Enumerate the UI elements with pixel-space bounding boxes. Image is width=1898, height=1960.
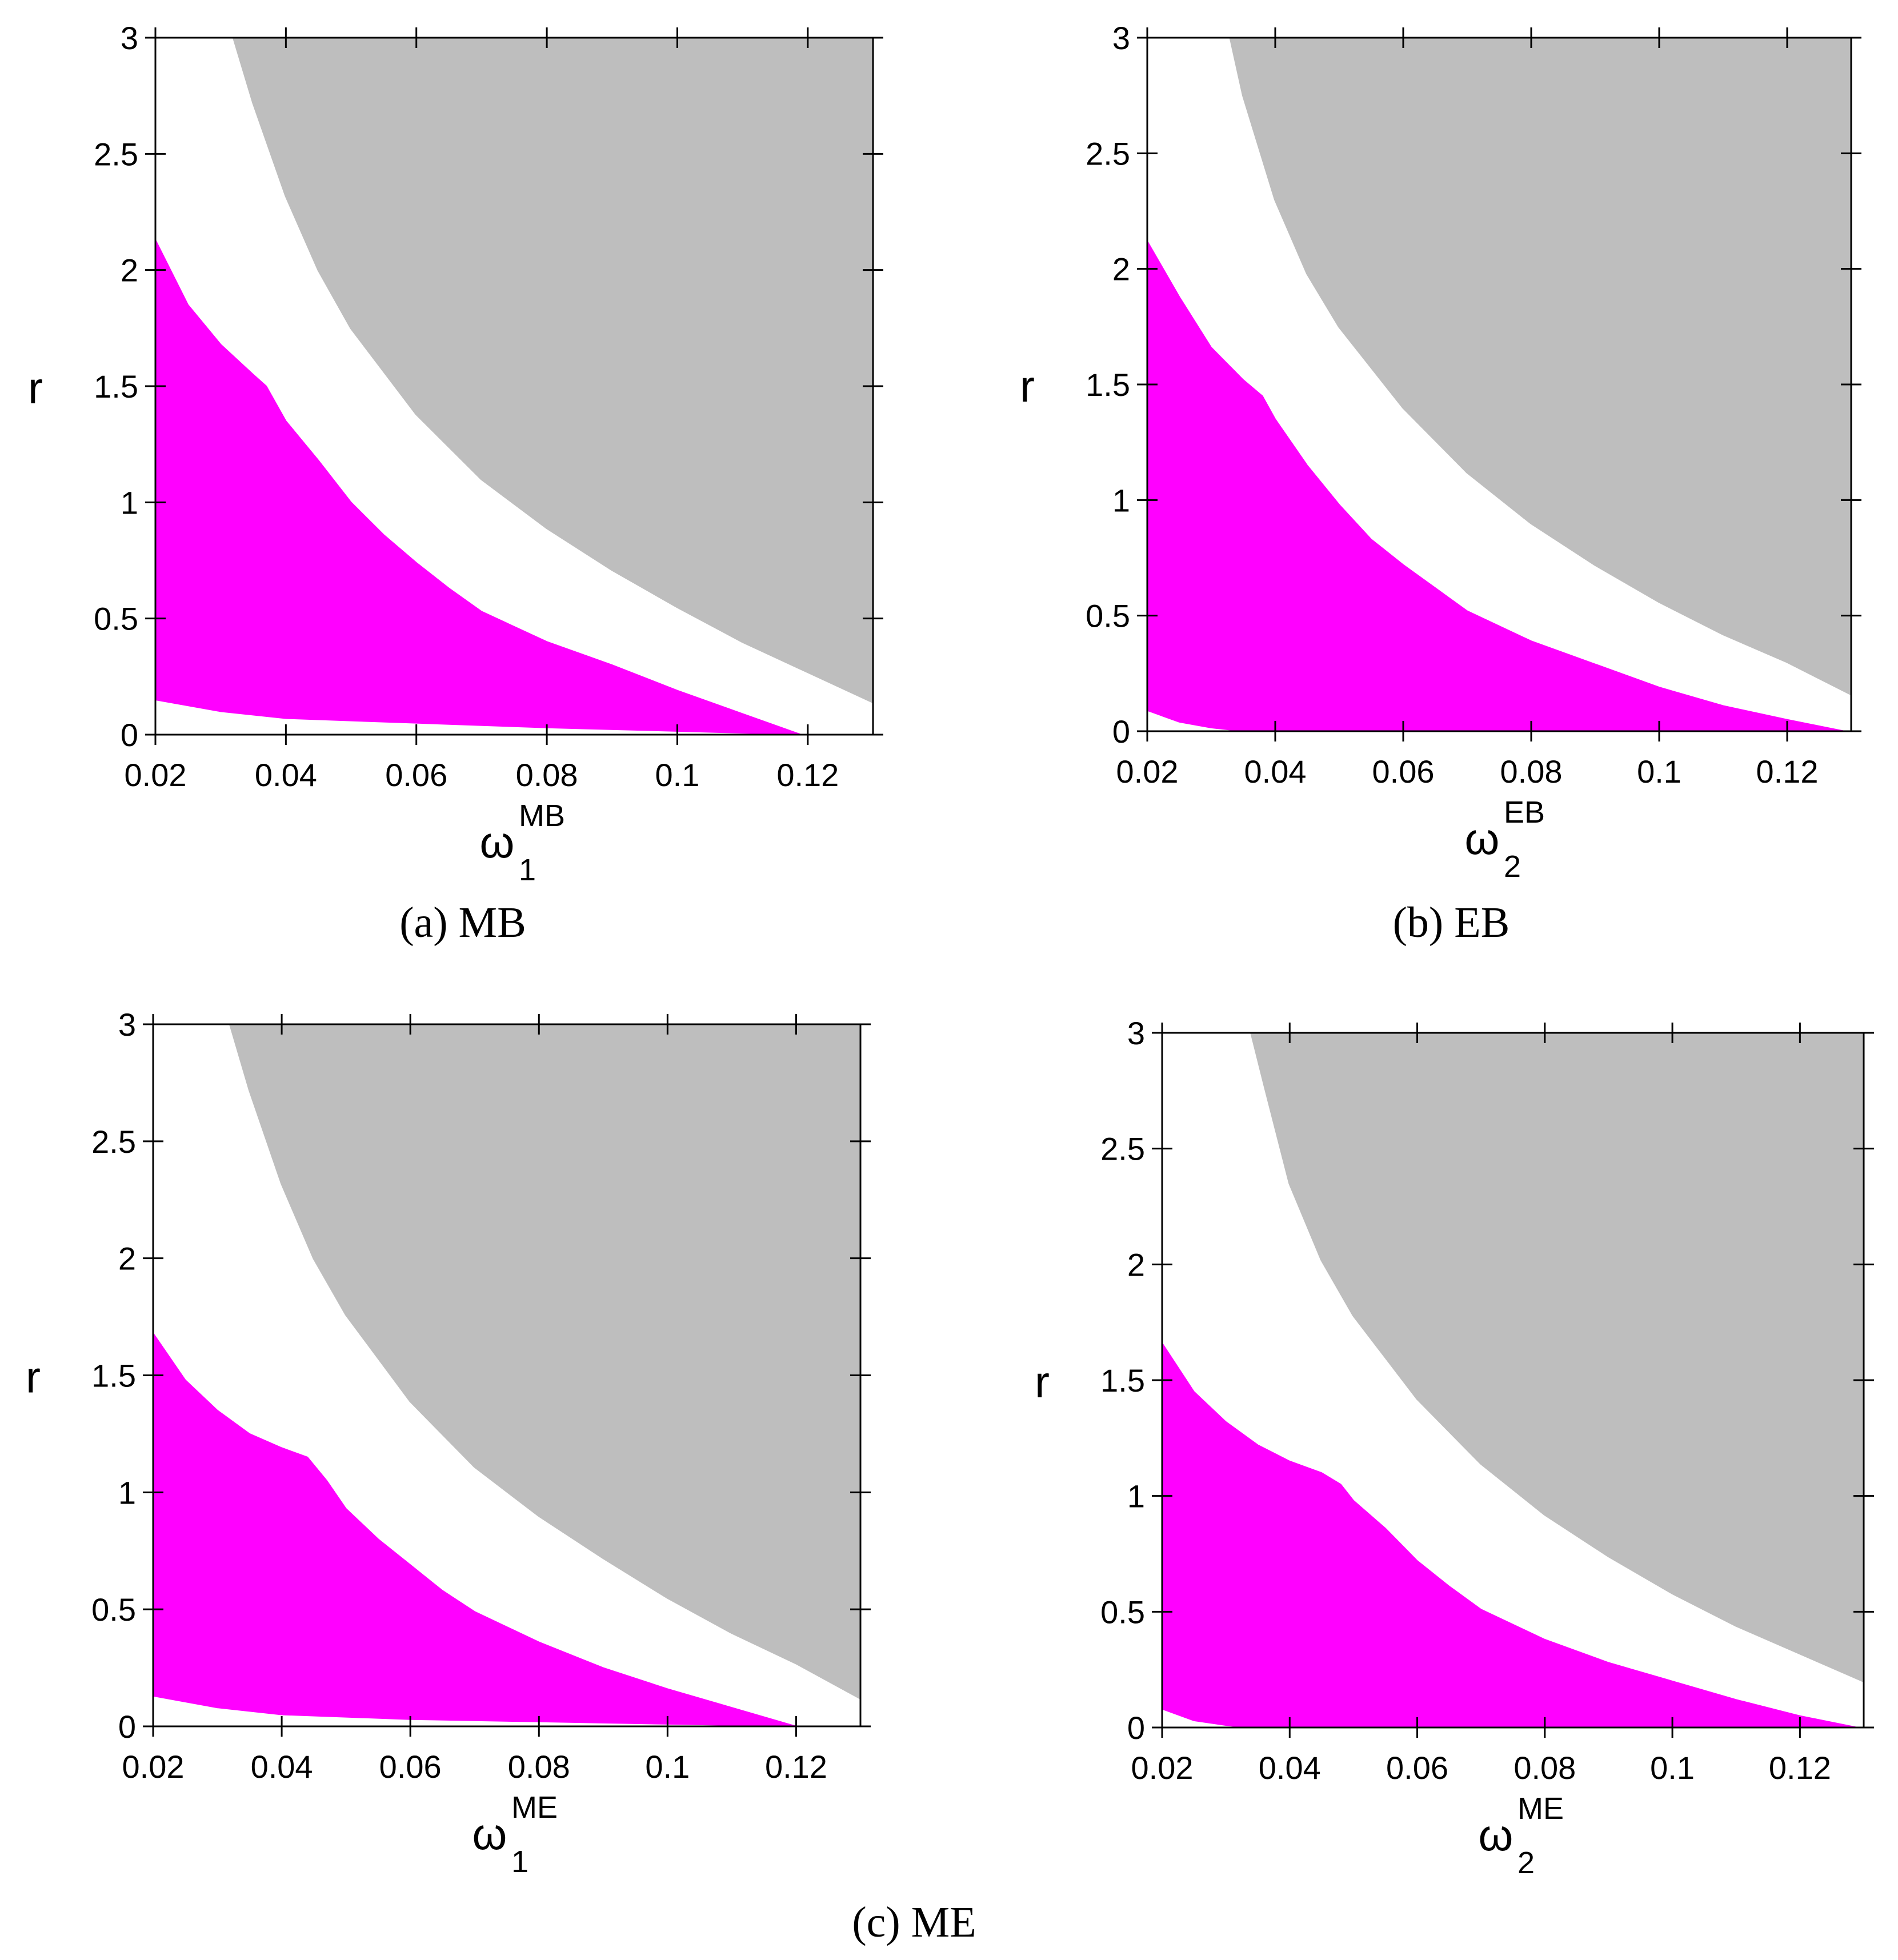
y-tick-label: 0.5 — [91, 1592, 136, 1628]
x-tick-label: 0.12 — [1769, 1750, 1831, 1786]
x-tick-label: 0.02 — [125, 757, 187, 793]
x-tick-label: 0.04 — [1244, 753, 1307, 789]
y-tick-label: 0.5 — [1100, 1594, 1145, 1630]
x-tick-label: 0.04 — [1259, 1750, 1321, 1786]
y-tick-label: 2 — [1127, 1246, 1145, 1282]
x-tick-label: 0.08 — [508, 1749, 570, 1785]
x-axis-label-superscript: ME — [1517, 1791, 1564, 1826]
x-axis-label-superscript: ME — [511, 1790, 558, 1825]
x-tick-label: 0.02 — [122, 1749, 185, 1785]
x-axis-label-base: ω — [1479, 1810, 1513, 1860]
y-tick-label: 3 — [121, 20, 138, 56]
y-tick-label: 1.5 — [1100, 1362, 1145, 1398]
stable-region — [1147, 240, 1845, 731]
x-axis-label-subscript: 1 — [511, 1845, 528, 1879]
y-tick-label: 2.5 — [91, 1124, 136, 1160]
y-tick-label: 3 — [1127, 1015, 1145, 1051]
x-tick-label: 0.08 — [1500, 753, 1563, 789]
y-tick-label: 1.5 — [1086, 367, 1130, 403]
y-tick-label: 0 — [118, 1709, 136, 1745]
y-axis-label: r — [1020, 361, 1035, 411]
y-tick-label: 1 — [1112, 482, 1130, 518]
y-tick-label: 0 — [121, 717, 138, 753]
panel-c-me-omega1: 0 0.5 1 1.5 2 2.5 3 0.02 0.04 0.06 0.08 0.1 0.12 r ωME… — [26, 1007, 871, 1879]
x-axis-label-subscript: 2 — [1504, 849, 1521, 884]
x-tick-label: 0.04 — [251, 1749, 313, 1785]
panel-b-eb: 0 0.5 1 1.5 2 2.5 3 0.02 0.04 0.06 0.08 0.1 0.12 r ωEB… — [1020, 20, 1861, 884]
y-tick-label: 1.5 — [94, 368, 138, 404]
plot-area — [153, 1024, 860, 1726]
y-tick-label: 1.5 — [91, 1358, 136, 1394]
plot-area — [155, 38, 873, 735]
panel-c-me-omega2: 0 0.5 1 1.5 2 2.5 3 0.02 0.04 0.06 0.08 0.1 0.12 r ωME… — [1035, 1015, 1874, 1880]
x-axis-label-subscript: 2 — [1517, 1846, 1535, 1880]
y-tick-label: 0 — [1127, 1710, 1145, 1746]
y-tick-label: 2.5 — [1086, 135, 1130, 171]
y-tick-label: 2 — [1112, 251, 1130, 287]
chaotic-region — [1250, 1033, 1864, 1683]
y-tick-label: 0.5 — [94, 601, 138, 637]
y-tick-label: 1 — [121, 484, 138, 520]
x-axis-label-base: ω — [473, 1809, 507, 1859]
x-tick-label: 0.04 — [255, 757, 317, 793]
x-tick-label: 0.12 — [776, 757, 839, 793]
y-axis-label: r — [28, 363, 43, 413]
x-tick-label: 0.1 — [655, 757, 700, 793]
x-axis-label-superscript: EB — [1504, 795, 1545, 829]
chaotic-region — [1229, 38, 1851, 696]
x-tick-label: 0.08 — [1513, 1750, 1576, 1786]
caption-c: (c) ME — [852, 1898, 976, 1946]
y-tick-label: 0.5 — [1086, 598, 1130, 634]
x-tick-label: 0.06 — [1386, 1750, 1448, 1786]
y-tick-label: 2 — [118, 1241, 136, 1277]
x-tick-label: 0.08 — [516, 757, 578, 793]
stable-region — [155, 239, 802, 735]
y-tick-label: 2 — [121, 252, 138, 288]
caption-a: (a) MB — [399, 899, 526, 947]
x-tick-label: 0.12 — [1756, 753, 1819, 789]
panel-a-mb: 0 0.5 1 1.5 2 2.5 3 0.02 0.04 0.06 0.08 0.1 0.12 r ωMB… — [28, 20, 883, 887]
plot-area — [1147, 38, 1851, 731]
y-tick-label: 1 — [118, 1474, 136, 1510]
x-axis-label-base: ω — [1465, 813, 1500, 864]
y-tick-label: 1 — [1127, 1478, 1145, 1514]
y-tick-label: 2.5 — [94, 136, 138, 172]
x-tick-label: 0.12 — [765, 1749, 827, 1785]
x-tick-label: 0.06 — [385, 757, 447, 793]
x-tick-label: 0.1 — [1637, 753, 1681, 789]
x-tick-label: 0.1 — [1650, 1750, 1695, 1786]
y-tick-label: 0 — [1112, 714, 1130, 749]
y-tick-label: 2.5 — [1100, 1131, 1145, 1167]
x-axis-label-superscript: MB — [519, 799, 565, 833]
y-tick-label: 3 — [118, 1007, 136, 1043]
x-tick-label: 0.02 — [1131, 1750, 1194, 1786]
y-axis-label: r — [1035, 1357, 1050, 1407]
x-axis-label-base: ω — [480, 817, 515, 867]
plot-area — [1162, 1033, 1864, 1727]
x-tick-label: 0.02 — [1116, 753, 1179, 789]
stable-region — [153, 1332, 796, 1726]
chaotic-region — [229, 1024, 860, 1700]
chaotic-region — [232, 38, 873, 704]
caption-b: (b) EB — [1393, 899, 1510, 947]
x-tick-label: 0.1 — [645, 1749, 690, 1785]
x-tick-label: 0.06 — [1372, 753, 1435, 789]
y-axis-label: r — [26, 1352, 41, 1402]
x-axis-label-subscript: 1 — [519, 853, 536, 887]
y-tick-label: 3 — [1112, 20, 1130, 56]
x-tick-label: 0.06 — [379, 1749, 442, 1785]
